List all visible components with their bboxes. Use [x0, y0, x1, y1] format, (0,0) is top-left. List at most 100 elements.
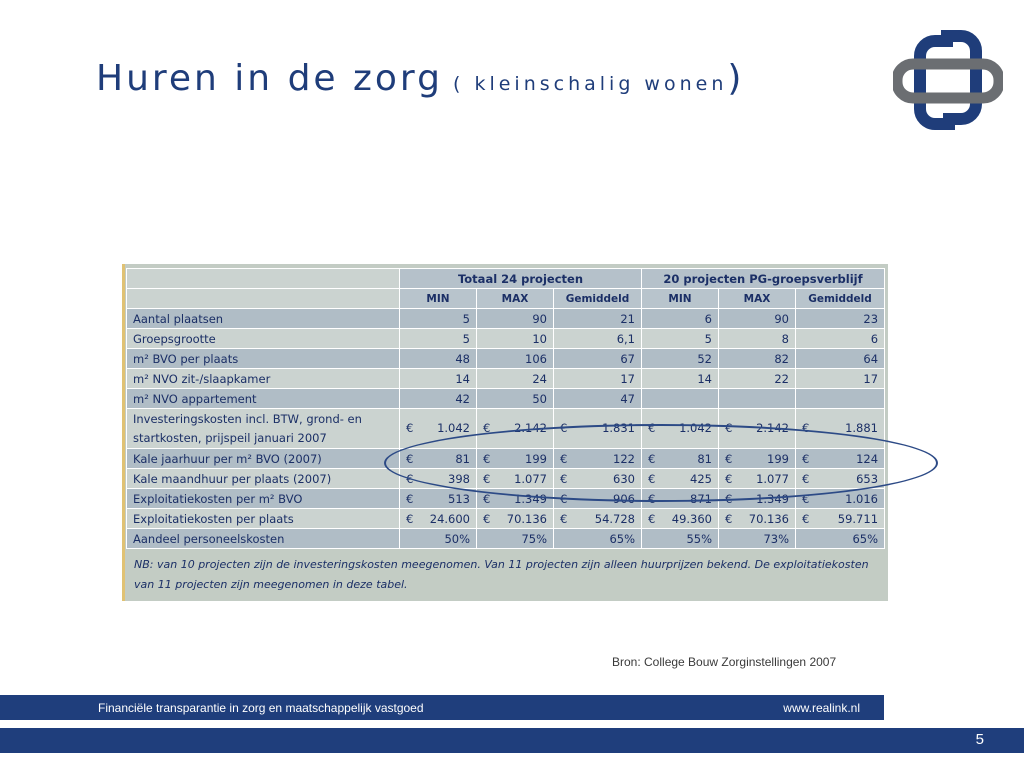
row-label: Groepsgrootte — [126, 328, 400, 349]
group-header-pg: 20 projecten PG-groepsverblijf — [640, 268, 886, 289]
value-text: 14 — [697, 371, 712, 386]
value-text: 67 — [620, 351, 635, 366]
table-row: m² NVO zit-/slaapkamer 14 24 17 14 22 17 — [126, 368, 886, 389]
value-text: 64 — [863, 351, 879, 366]
value-text: 54.728 — [594, 511, 635, 526]
slide-title-open-paren: ( — [442, 73, 475, 95]
value-cell: 47 — [553, 388, 642, 409]
value-cell: 6 — [794, 328, 886, 349]
euro-symbol: € — [483, 491, 491, 506]
realink-logo-icon — [893, 30, 1003, 130]
value-cell: 21 — [553, 308, 642, 329]
value-cell: 55% — [641, 528, 719, 549]
value-cell: 5 — [399, 328, 477, 349]
euro-symbol: € — [483, 421, 491, 435]
value-text: 82 — [774, 351, 789, 366]
value-cell: 106 — [476, 348, 554, 369]
euro-symbol: € — [802, 491, 810, 506]
value-cell: €54.728 — [553, 508, 642, 529]
value-text: 6 — [870, 331, 879, 346]
slide-title-main: Huren in de zorg — [96, 58, 443, 99]
value-cell: €49.360 — [641, 508, 719, 529]
row-label: Aandeel personeelskosten — [126, 528, 400, 549]
value-cell: 42 — [399, 388, 477, 409]
value-text: 1.881 — [845, 421, 879, 435]
table-row: m² BVO per plaats 48 106 67 52 82 64 — [126, 348, 886, 369]
value-cell: 5 — [399, 308, 477, 329]
value-text: 90 — [532, 311, 547, 326]
value-text: 73% — [763, 531, 789, 546]
value-cell: 82 — [718, 348, 796, 369]
value-cell: €24.600 — [399, 508, 477, 529]
value-text: 6,1 — [616, 331, 635, 346]
col-header-max: MAX — [476, 288, 554, 309]
row-label: Exploitatiekosten per plaats — [126, 508, 400, 529]
value-cell — [794, 388, 886, 409]
value-cell: 50 — [476, 388, 554, 409]
euro-symbol: € — [406, 491, 414, 506]
slide-title: Huren in de zorg ( kleinschalig wonen) — [96, 58, 744, 99]
table-row: Exploitatiekosten per plaats €24.600 €70.1… — [126, 508, 886, 529]
value-text: 48 — [455, 351, 470, 366]
table-row: Aantal plaatsen 5 90 21 6 90 23 — [126, 308, 886, 329]
value-text: 24.600 — [429, 511, 470, 526]
value-text: 50% — [444, 531, 470, 546]
table-row: m² NVO appartement 42 50 47 — [126, 388, 886, 409]
value-cell: €70.136 — [476, 508, 554, 529]
value-cell: €70.136 — [718, 508, 796, 529]
value-text: 42 — [455, 391, 470, 406]
euro-symbol: € — [483, 511, 491, 526]
value-cell: 75% — [476, 528, 554, 549]
table-row: Groepsgrootte 5 10 6,1 5 8 6 — [126, 328, 886, 349]
source-caption: Bron: College Bouw Zorginstellingen 2007 — [612, 655, 837, 669]
value-cell: 17 — [794, 368, 886, 389]
footer-text: Financiële transparantie in zorg en maat… — [98, 701, 424, 715]
value-text: 55% — [686, 531, 712, 546]
value-text: 22 — [774, 371, 789, 386]
value-text: 70.136 — [748, 511, 789, 526]
project-cost-table: Totaal 24 projecten 20 projecten PG-groe… — [126, 268, 886, 549]
euro-symbol: € — [406, 421, 414, 435]
group-header-row: Totaal 24 projecten 20 projecten PG-groe… — [126, 268, 886, 289]
value-text: 17 — [863, 371, 879, 386]
value-cell: 65% — [794, 528, 886, 549]
euro-symbol: € — [802, 421, 810, 435]
col-header-min: MIN — [641, 288, 719, 309]
row-label: Exploitatiekosten per m² BVO — [126, 488, 400, 509]
value-text: 23 — [863, 311, 879, 326]
value-cell: 5 — [641, 328, 719, 349]
value-text: 50 — [532, 391, 547, 406]
euro-symbol: € — [406, 511, 414, 526]
value-cell: 17 — [553, 368, 642, 389]
value-text: 14 — [455, 371, 470, 386]
value-cell: 90 — [718, 308, 796, 329]
group-header-total: Totaal 24 projecten — [399, 268, 642, 289]
value-text: 52 — [697, 351, 712, 366]
value-cell: 50% — [399, 528, 477, 549]
value-text: 10 — [532, 331, 547, 346]
col-header-avg: Gemiddeld — [553, 288, 642, 309]
row-label: m² NVO zit-/slaapkamer — [126, 368, 400, 389]
value-text: 49.360 — [671, 511, 712, 526]
value-text: 90 — [774, 311, 789, 326]
euro-symbol: € — [648, 511, 656, 526]
value-cell: 48 — [399, 348, 477, 369]
value-text: 6 — [704, 311, 712, 326]
value-text: 1.016 — [845, 491, 879, 506]
value-text: 70.136 — [506, 511, 547, 526]
value-cell: €59.711 — [794, 508, 886, 529]
row-label: Kale jaarhuur per m² BVO (2007) — [126, 448, 400, 469]
value-cell: 90 — [476, 308, 554, 329]
row-label: m² NVO appartement — [126, 388, 400, 409]
row-label: m² BVO per plaats — [126, 348, 400, 369]
value-text: 5 — [462, 331, 470, 346]
page-number: 5 — [975, 731, 984, 748]
bottom-bar: 5 — [0, 728, 1024, 753]
euro-symbol: € — [560, 511, 568, 526]
value-text: 24 — [532, 371, 547, 386]
value-cell: 65% — [553, 528, 642, 549]
col-header-max: MAX — [718, 288, 796, 309]
value-text: 21 — [620, 311, 635, 326]
header-blank-cell — [126, 288, 400, 309]
value-text: 5 — [462, 311, 470, 326]
